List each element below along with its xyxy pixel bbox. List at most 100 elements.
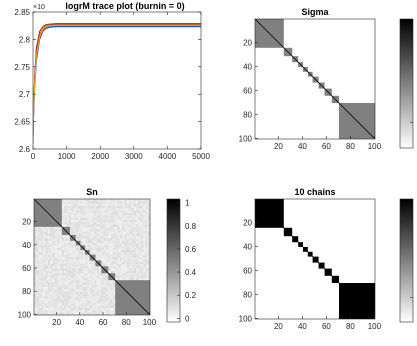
noise-cell xyxy=(101,275,104,278)
noise-cell xyxy=(103,303,106,306)
noise-cell xyxy=(94,310,97,313)
noise-cell xyxy=(94,250,97,253)
noise-cell xyxy=(68,205,72,209)
noise-cell xyxy=(112,240,116,244)
noise-cell xyxy=(59,229,62,232)
noise-cell xyxy=(140,217,144,220)
noise-cell xyxy=(143,238,146,241)
noise-cell xyxy=(108,305,111,309)
noise-cell xyxy=(117,210,120,213)
noise-cell xyxy=(75,291,79,295)
noise-cell xyxy=(47,229,51,232)
noise-cell xyxy=(75,250,79,253)
noise-cell xyxy=(115,277,118,281)
noise-cell xyxy=(110,199,113,202)
noise-cell xyxy=(75,287,79,290)
noise-cell xyxy=(78,289,81,292)
noise-cell xyxy=(61,254,65,258)
noise-cell xyxy=(59,298,62,302)
noise-cell xyxy=(47,268,51,271)
noise-cell xyxy=(96,231,100,234)
noise-cell xyxy=(80,275,83,278)
noise-cell xyxy=(129,247,132,251)
noise-cell xyxy=(66,217,69,220)
noise-cell xyxy=(40,259,44,262)
noise-cell xyxy=(110,259,113,262)
noise-cell xyxy=(80,199,83,202)
noise-cell xyxy=(140,268,144,271)
noise-cell xyxy=(43,247,46,251)
chart-title: Sn xyxy=(86,187,98,197)
noise-cell xyxy=(108,219,111,223)
noise-cell xyxy=(89,231,93,234)
noise-cell xyxy=(112,280,116,283)
noise-cell xyxy=(78,268,81,271)
noise-cell xyxy=(105,301,109,304)
x-tick-label: 3000 xyxy=(125,152,143,161)
noise-cell xyxy=(71,301,74,304)
noise-cell xyxy=(38,273,42,276)
noise-cell xyxy=(129,215,132,218)
noise-cell xyxy=(133,250,137,253)
noise-cell xyxy=(138,215,141,218)
noise-cell xyxy=(98,222,102,225)
noise-cell xyxy=(61,312,65,316)
noise-cell xyxy=(115,238,118,241)
noise-cell xyxy=(38,243,42,246)
noise-cell xyxy=(112,231,116,234)
noise-cell xyxy=(96,219,100,223)
noise-cell xyxy=(66,296,69,299)
noise-cell xyxy=(98,273,102,276)
noise-cell xyxy=(73,273,76,276)
noise-cell xyxy=(101,312,104,316)
noise-cell xyxy=(43,254,46,258)
noise-cell xyxy=(52,250,55,253)
noise-cell xyxy=(73,303,76,306)
noise-cell xyxy=(103,305,106,309)
noise-cell xyxy=(112,296,116,299)
noise-cell xyxy=(66,303,69,306)
noise-cell xyxy=(140,208,144,211)
noise-cell xyxy=(131,252,134,255)
noise-cell xyxy=(122,215,125,218)
noise-cell xyxy=(57,273,60,276)
noise-cell xyxy=(126,270,130,274)
noise-cell xyxy=(98,294,102,297)
noise-cell xyxy=(57,308,60,311)
noise-cell xyxy=(92,289,95,292)
noise-cell xyxy=(143,268,146,271)
noise-cell xyxy=(52,296,55,299)
noise-cell xyxy=(82,203,86,207)
noise-cell xyxy=(59,310,62,313)
noise-cell xyxy=(87,296,90,299)
noise-cell xyxy=(73,243,76,246)
noise-cell xyxy=(40,240,44,244)
noise-cell xyxy=(126,224,130,227)
noise-cell xyxy=(61,243,65,246)
noise-cell xyxy=(36,280,39,283)
noise-cell xyxy=(133,270,137,274)
noise-cell xyxy=(43,284,46,288)
noise-cell xyxy=(82,199,86,202)
noise-cell xyxy=(45,294,48,297)
noise-cell xyxy=(105,224,109,227)
noise-cell xyxy=(82,205,86,209)
noise-cell xyxy=(52,257,55,260)
noise-cell xyxy=(119,259,123,262)
noise-cell xyxy=(47,238,51,241)
noise-cell xyxy=(64,266,67,269)
noise-cell xyxy=(112,245,116,248)
noise-cell xyxy=(129,229,132,232)
noise-cell xyxy=(45,298,48,302)
noise-cell xyxy=(85,291,88,295)
noise-cell xyxy=(85,254,88,258)
noise-cell xyxy=(112,224,116,227)
noise-cell xyxy=(122,231,125,234)
noise-cell xyxy=(64,296,67,299)
noise-cell xyxy=(133,268,137,271)
noise-cell xyxy=(92,233,95,237)
noise-cell xyxy=(36,308,39,311)
noise-cell xyxy=(43,312,46,316)
noise-cell xyxy=(78,270,81,274)
noise-cell xyxy=(89,312,93,316)
